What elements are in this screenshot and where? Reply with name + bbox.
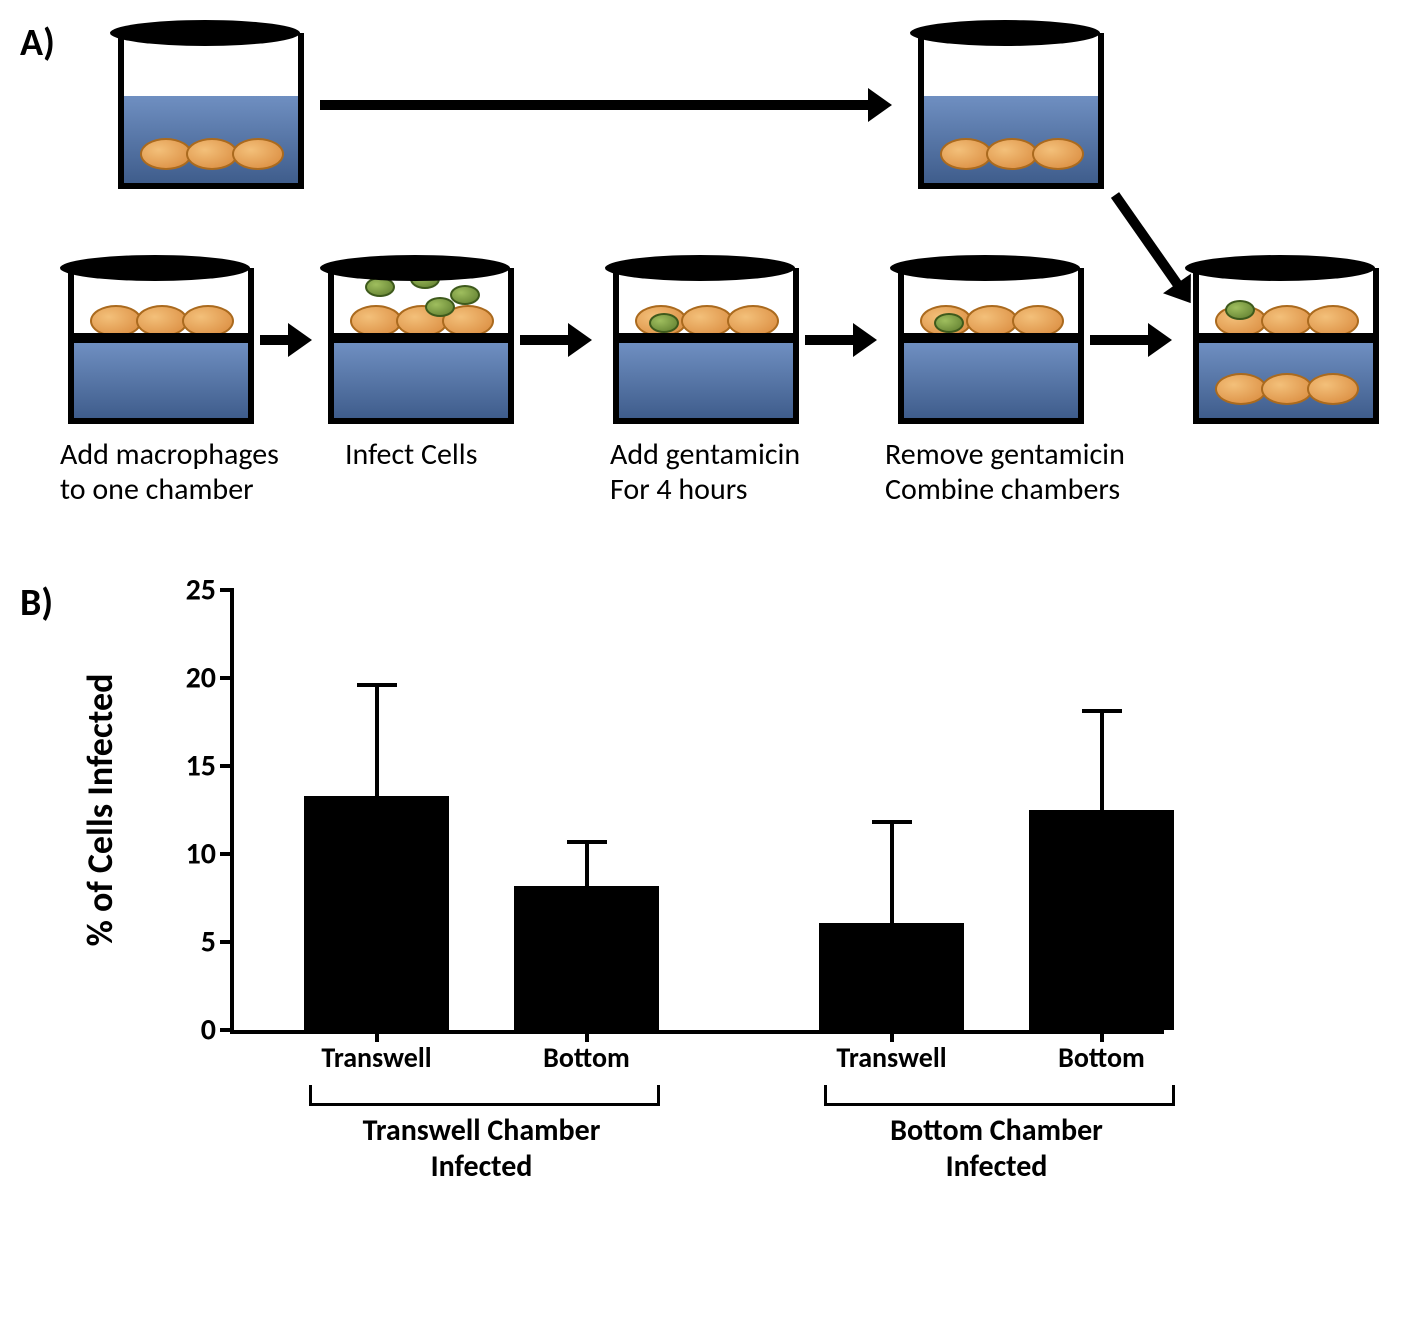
y-tick bbox=[220, 764, 234, 768]
panel-b-label: B) bbox=[20, 580, 53, 626]
bar bbox=[1029, 810, 1174, 1030]
group-label: Bottom Chamber bbox=[890, 1112, 1103, 1149]
y-tick-label: 25 bbox=[186, 572, 216, 609]
error-cap bbox=[872, 820, 912, 824]
y-tick-label: 10 bbox=[186, 836, 216, 873]
y-tick-label: 20 bbox=[186, 660, 216, 697]
step1-label: Add macrophages to one chamber bbox=[60, 438, 279, 507]
chamber-top-right bbox=[910, 20, 1100, 200]
y-tick-label: 0 bbox=[201, 1012, 216, 1049]
group-label: Infected bbox=[946, 1148, 1048, 1185]
bar bbox=[304, 796, 449, 1030]
group-bracket bbox=[309, 1085, 660, 1106]
arrow-top bbox=[320, 100, 870, 110]
error-cap bbox=[567, 840, 607, 844]
chamber-step4 bbox=[890, 255, 1080, 435]
x-tick-label: Bottom bbox=[543, 1040, 630, 1075]
y-tick-label: 5 bbox=[201, 924, 216, 961]
chamber-step1 bbox=[60, 255, 250, 435]
chamber-final bbox=[1185, 255, 1375, 435]
error-cap bbox=[357, 683, 397, 687]
arrow-diagonal bbox=[1111, 192, 1182, 288]
error-bar bbox=[375, 685, 379, 796]
y-tick-label: 15 bbox=[186, 748, 216, 785]
chart-plot-area: 0510152025TranswellBottomTranswellBottom… bbox=[230, 590, 1164, 1034]
x-tick-label: Transwell bbox=[836, 1040, 946, 1075]
error-cap bbox=[1082, 709, 1122, 713]
step2-label: Infect Cells bbox=[345, 438, 477, 473]
bar bbox=[819, 923, 964, 1030]
arrow-step2 bbox=[520, 335, 570, 345]
y-tick bbox=[220, 852, 234, 856]
step3-label: Add gentamicin For 4 hours bbox=[610, 438, 800, 507]
arrow-step3 bbox=[805, 335, 855, 345]
error-bar bbox=[890, 822, 894, 922]
chamber-step2 bbox=[320, 255, 510, 435]
y-axis-label: % of Cells Infected bbox=[78, 674, 122, 947]
arrow-step1 bbox=[260, 335, 290, 345]
step4-label: Remove gentamicin Combine chambers bbox=[885, 438, 1125, 507]
panel-a-diagram: Add macrophages to one chamber Infect Ce… bbox=[60, 20, 1397, 540]
y-tick bbox=[220, 940, 234, 944]
error-bar bbox=[585, 842, 589, 886]
panel-b-chart: % of Cells Infected 0510152025TranswellB… bbox=[60, 580, 1397, 1220]
chamber-top-left bbox=[110, 20, 300, 200]
arrow-step4 bbox=[1090, 335, 1150, 345]
panel-a-label: A) bbox=[20, 20, 55, 66]
y-tick bbox=[220, 676, 234, 680]
error-bar bbox=[1100, 711, 1104, 810]
bar bbox=[514, 886, 659, 1030]
group-label: Transwell Chamber bbox=[363, 1112, 601, 1149]
chamber-step3 bbox=[605, 255, 795, 435]
y-tick bbox=[220, 588, 234, 592]
group-label: Infected bbox=[431, 1148, 533, 1185]
x-tick-label: Bottom bbox=[1058, 1040, 1145, 1075]
y-tick bbox=[220, 1028, 234, 1032]
x-tick-label: Transwell bbox=[321, 1040, 431, 1075]
group-bracket bbox=[824, 1085, 1175, 1106]
